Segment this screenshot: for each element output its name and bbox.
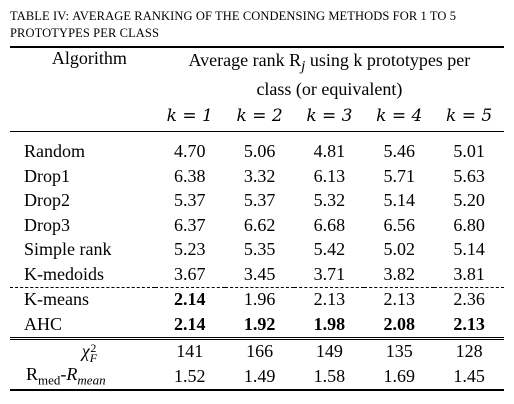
algorithm-name: Drop3 <box>24 214 70 235</box>
chi-sub: F <box>89 350 98 365</box>
k-header-row: k = 1 k = 2 k = 3 k = 4 k = 5 <box>10 100 504 132</box>
rank-value: 2.13 <box>294 286 365 313</box>
rmed-value: 1.58 <box>294 364 365 391</box>
rank-value: 5.71 <box>383 165 415 186</box>
rank-value: 5.06 <box>243 141 276 162</box>
average-rank-header: Average rank Rj using k prototypes per <box>154 46 504 79</box>
table-row: Drop2 5.37 5.37 5.32 5.14 5.20 <box>10 189 504 214</box>
rank-value: 5.42 <box>313 239 346 260</box>
rank-value: 6.38 <box>173 165 206 186</box>
rank-value: 5.35 <box>243 239 276 260</box>
rank-value: 6.68 <box>313 214 346 235</box>
chi-value: 128 <box>434 336 504 365</box>
ranking-table: Algorithm Average rank Rj using k protot… <box>10 46 504 391</box>
chi-symbol: χ <box>81 340 90 361</box>
algorithm-header: Algorithm <box>10 46 155 101</box>
rank-value: 6.56 <box>383 214 415 235</box>
rank-value: 5.20 <box>453 190 485 211</box>
algorithm-name: K-means <box>10 286 155 313</box>
rank-value: 2.08 <box>383 313 415 334</box>
table-row: K-means 2.14 1.96 2.13 2.13 2.36 <box>10 286 504 313</box>
rank-value: 1.92 <box>243 313 276 334</box>
rank-value: 5.37 <box>243 190 276 211</box>
rmed-value: 1.49 <box>224 364 295 391</box>
k-label: k = 3 <box>294 100 365 132</box>
table-row: Drop1 6.38 3.32 6.13 5.71 5.63 <box>10 164 504 189</box>
table-caption: TABLE IV: AVERAGE RANKING OF THE CONDENS… <box>10 8 506 42</box>
algorithm-name: Drop2 <box>24 190 70 211</box>
chi-value: 149 <box>294 336 365 365</box>
rank-value: 3.82 <box>383 263 415 284</box>
rank-value: 5.63 <box>453 165 485 186</box>
chi-value: 166 <box>224 336 295 365</box>
rank-value: 2.13 <box>453 313 485 334</box>
average-rank-line2: class (or equivalent) <box>256 79 403 100</box>
algorithm-name: Random <box>24 141 85 162</box>
rank-value: 4.81 <box>313 141 346 162</box>
table-body: Random 4.70 5.06 4.81 5.46 5.01 Drop1 6.38 3.32 6… <box>10 131 504 338</box>
rank-value: 3.32 <box>243 165 276 186</box>
rank-value: 2.14 <box>173 313 206 334</box>
rmed-letter: R <box>26 364 39 385</box>
table-row: AHC 2.14 1.92 1.98 2.08 2.13 <box>10 312 504 338</box>
rank-value: 2.14 <box>154 286 225 313</box>
table-row: Drop3 6.37 6.62 6.68 6.56 6.80 <box>10 213 504 238</box>
rank-value: 3.81 <box>453 263 485 284</box>
k-label: k = 5 <box>434 100 504 132</box>
avg-rank-bold: Average rank R <box>188 50 302 70</box>
rank-value: 6.62 <box>243 214 276 235</box>
rmean-sub: mean <box>77 372 106 388</box>
k-label: k = 4 <box>364 100 435 132</box>
table-row: Random 4.70 5.06 4.81 5.46 5.01 <box>10 131 504 164</box>
rank-value: 3.45 <box>243 263 276 284</box>
rank-value: 6.80 <box>453 214 485 235</box>
k-label: k = 2 <box>224 100 295 132</box>
avg-rank-rest: using k prototypes per <box>305 50 471 70</box>
table-row: Simple rank 5.23 5.35 5.42 5.02 5.14 <box>10 238 504 263</box>
rank-value: 5.46 <box>383 141 415 162</box>
algorithm-name: Drop1 <box>24 165 70 186</box>
rank-value: 1.98 <box>313 313 346 334</box>
caption-text: AVERAGE RANKING OF THE CONDENSING METHOD… <box>10 9 457 40</box>
rank-value: 5.14 <box>383 190 415 211</box>
chi-value: 141 <box>154 336 225 365</box>
rank-value: 5.02 <box>383 239 415 260</box>
rank-value: 3.67 <box>173 263 206 284</box>
rmed-rmean-label: Rmed-Rmean <box>10 364 155 391</box>
rmed-rmean-row: Rmed-Rmean 1.52 1.49 1.58 1.69 1.45 <box>10 364 504 391</box>
algorithm-name: AHC <box>24 313 63 334</box>
rank-value: 4.70 <box>173 141 206 162</box>
k-label: k = 1 <box>154 100 225 132</box>
rank-value: 6.13 <box>313 165 346 186</box>
rank-value: 5.14 <box>453 239 485 260</box>
rank-value: 2.36 <box>434 286 504 313</box>
rank-value: 2.13 <box>364 286 435 313</box>
rank-value: 5.32 <box>313 190 346 211</box>
rank-value: 5.23 <box>173 239 206 260</box>
chi-value: 135 <box>364 336 435 365</box>
algorithm-name: K-medoids <box>24 263 104 284</box>
rmed-value: 1.69 <box>364 364 435 391</box>
rmed-sub: med <box>38 372 61 388</box>
header-row-1: Algorithm Average rank Rj using k protot… <box>10 46 504 101</box>
header-row-2: class (or equivalent) <box>10 79 504 101</box>
rmed-value: 1.45 <box>434 364 504 391</box>
rmean-letter: R <box>66 364 78 385</box>
chi-sup: 2 <box>90 340 97 355</box>
rank-value: 6.37 <box>173 214 206 235</box>
rmed-value: 1.52 <box>154 364 225 391</box>
k-header-blank <box>10 100 155 132</box>
rank-value: 3.71 <box>313 263 346 284</box>
rmed-dash: - <box>60 364 67 385</box>
algorithm-name: Simple rank <box>24 239 112 260</box>
rank-value: 1.96 <box>224 286 295 313</box>
avg-rank-sub: j <box>301 58 306 75</box>
table-row: K-medoids 3.67 3.45 3.71 3.82 3.81 <box>10 262 504 287</box>
caption-prefix: TABLE IV: <box>10 9 73 23</box>
rank-value: 5.37 <box>173 190 206 211</box>
rank-value: 5.01 <box>453 141 485 162</box>
